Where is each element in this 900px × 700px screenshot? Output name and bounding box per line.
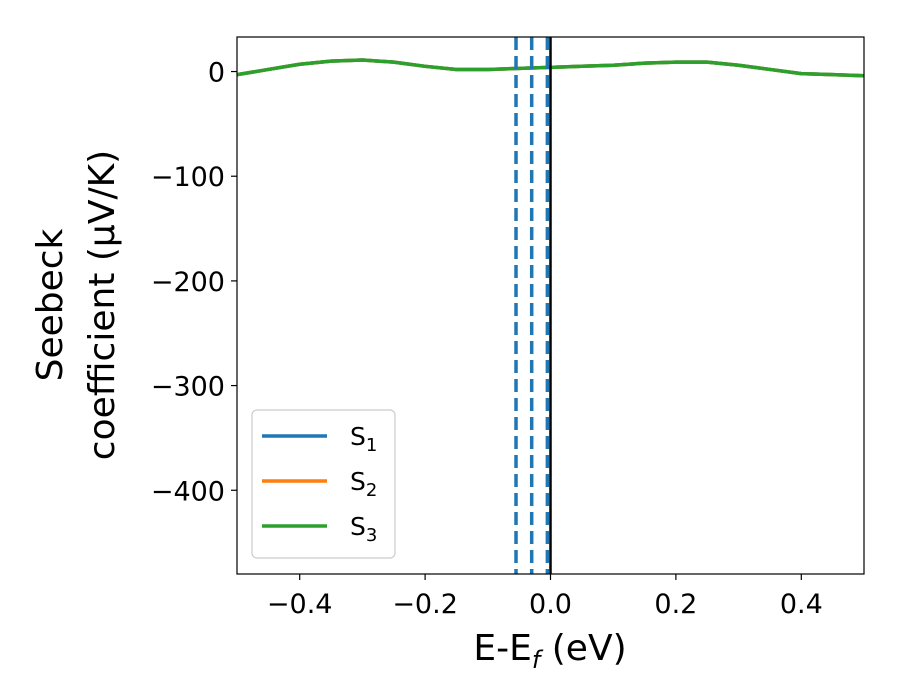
legend-box — [251, 409, 396, 559]
x-axis-ticks: −0.4 −0.2 0.0 0.2 0.4 — [267, 574, 823, 620]
legend-label-3: S3 — [350, 512, 377, 546]
y-axis-label: Seebeck coefficient (μV/K) — [30, 150, 123, 460]
x-axis-label-main: E-E — [473, 628, 531, 669]
x-tick-label: −0.2 — [392, 589, 458, 620]
legend-label-2: S2 — [350, 467, 377, 501]
y-axis-label-line1: Seebeck — [30, 228, 71, 381]
y-axis-label-line2: coefficient (μV/K) — [82, 150, 123, 460]
x-tick-label: 0.0 — [529, 589, 572, 620]
y-tick-label: −300 — [151, 372, 225, 403]
y-axis-ticks: 0 −100 −200 −300 −400 — [151, 58, 237, 507]
x-axis-label: E-Ef (eV) — [473, 628, 626, 674]
y-tick-label: 0 — [208, 58, 225, 89]
y-tick-label: −200 — [151, 267, 225, 298]
x-tick-label: 0.4 — [780, 589, 823, 620]
x-tick-label: 0.2 — [654, 589, 697, 620]
x-tick-label: −0.4 — [267, 589, 333, 620]
y-tick-label: −400 — [151, 476, 225, 507]
plot-content — [237, 37, 864, 574]
legend: S1 S2 S3 — [251, 409, 396, 559]
legend-label-1: S1 — [350, 422, 377, 456]
y-tick-label: −100 — [151, 162, 225, 193]
x-axis-label-unit: (eV) — [540, 628, 626, 669]
